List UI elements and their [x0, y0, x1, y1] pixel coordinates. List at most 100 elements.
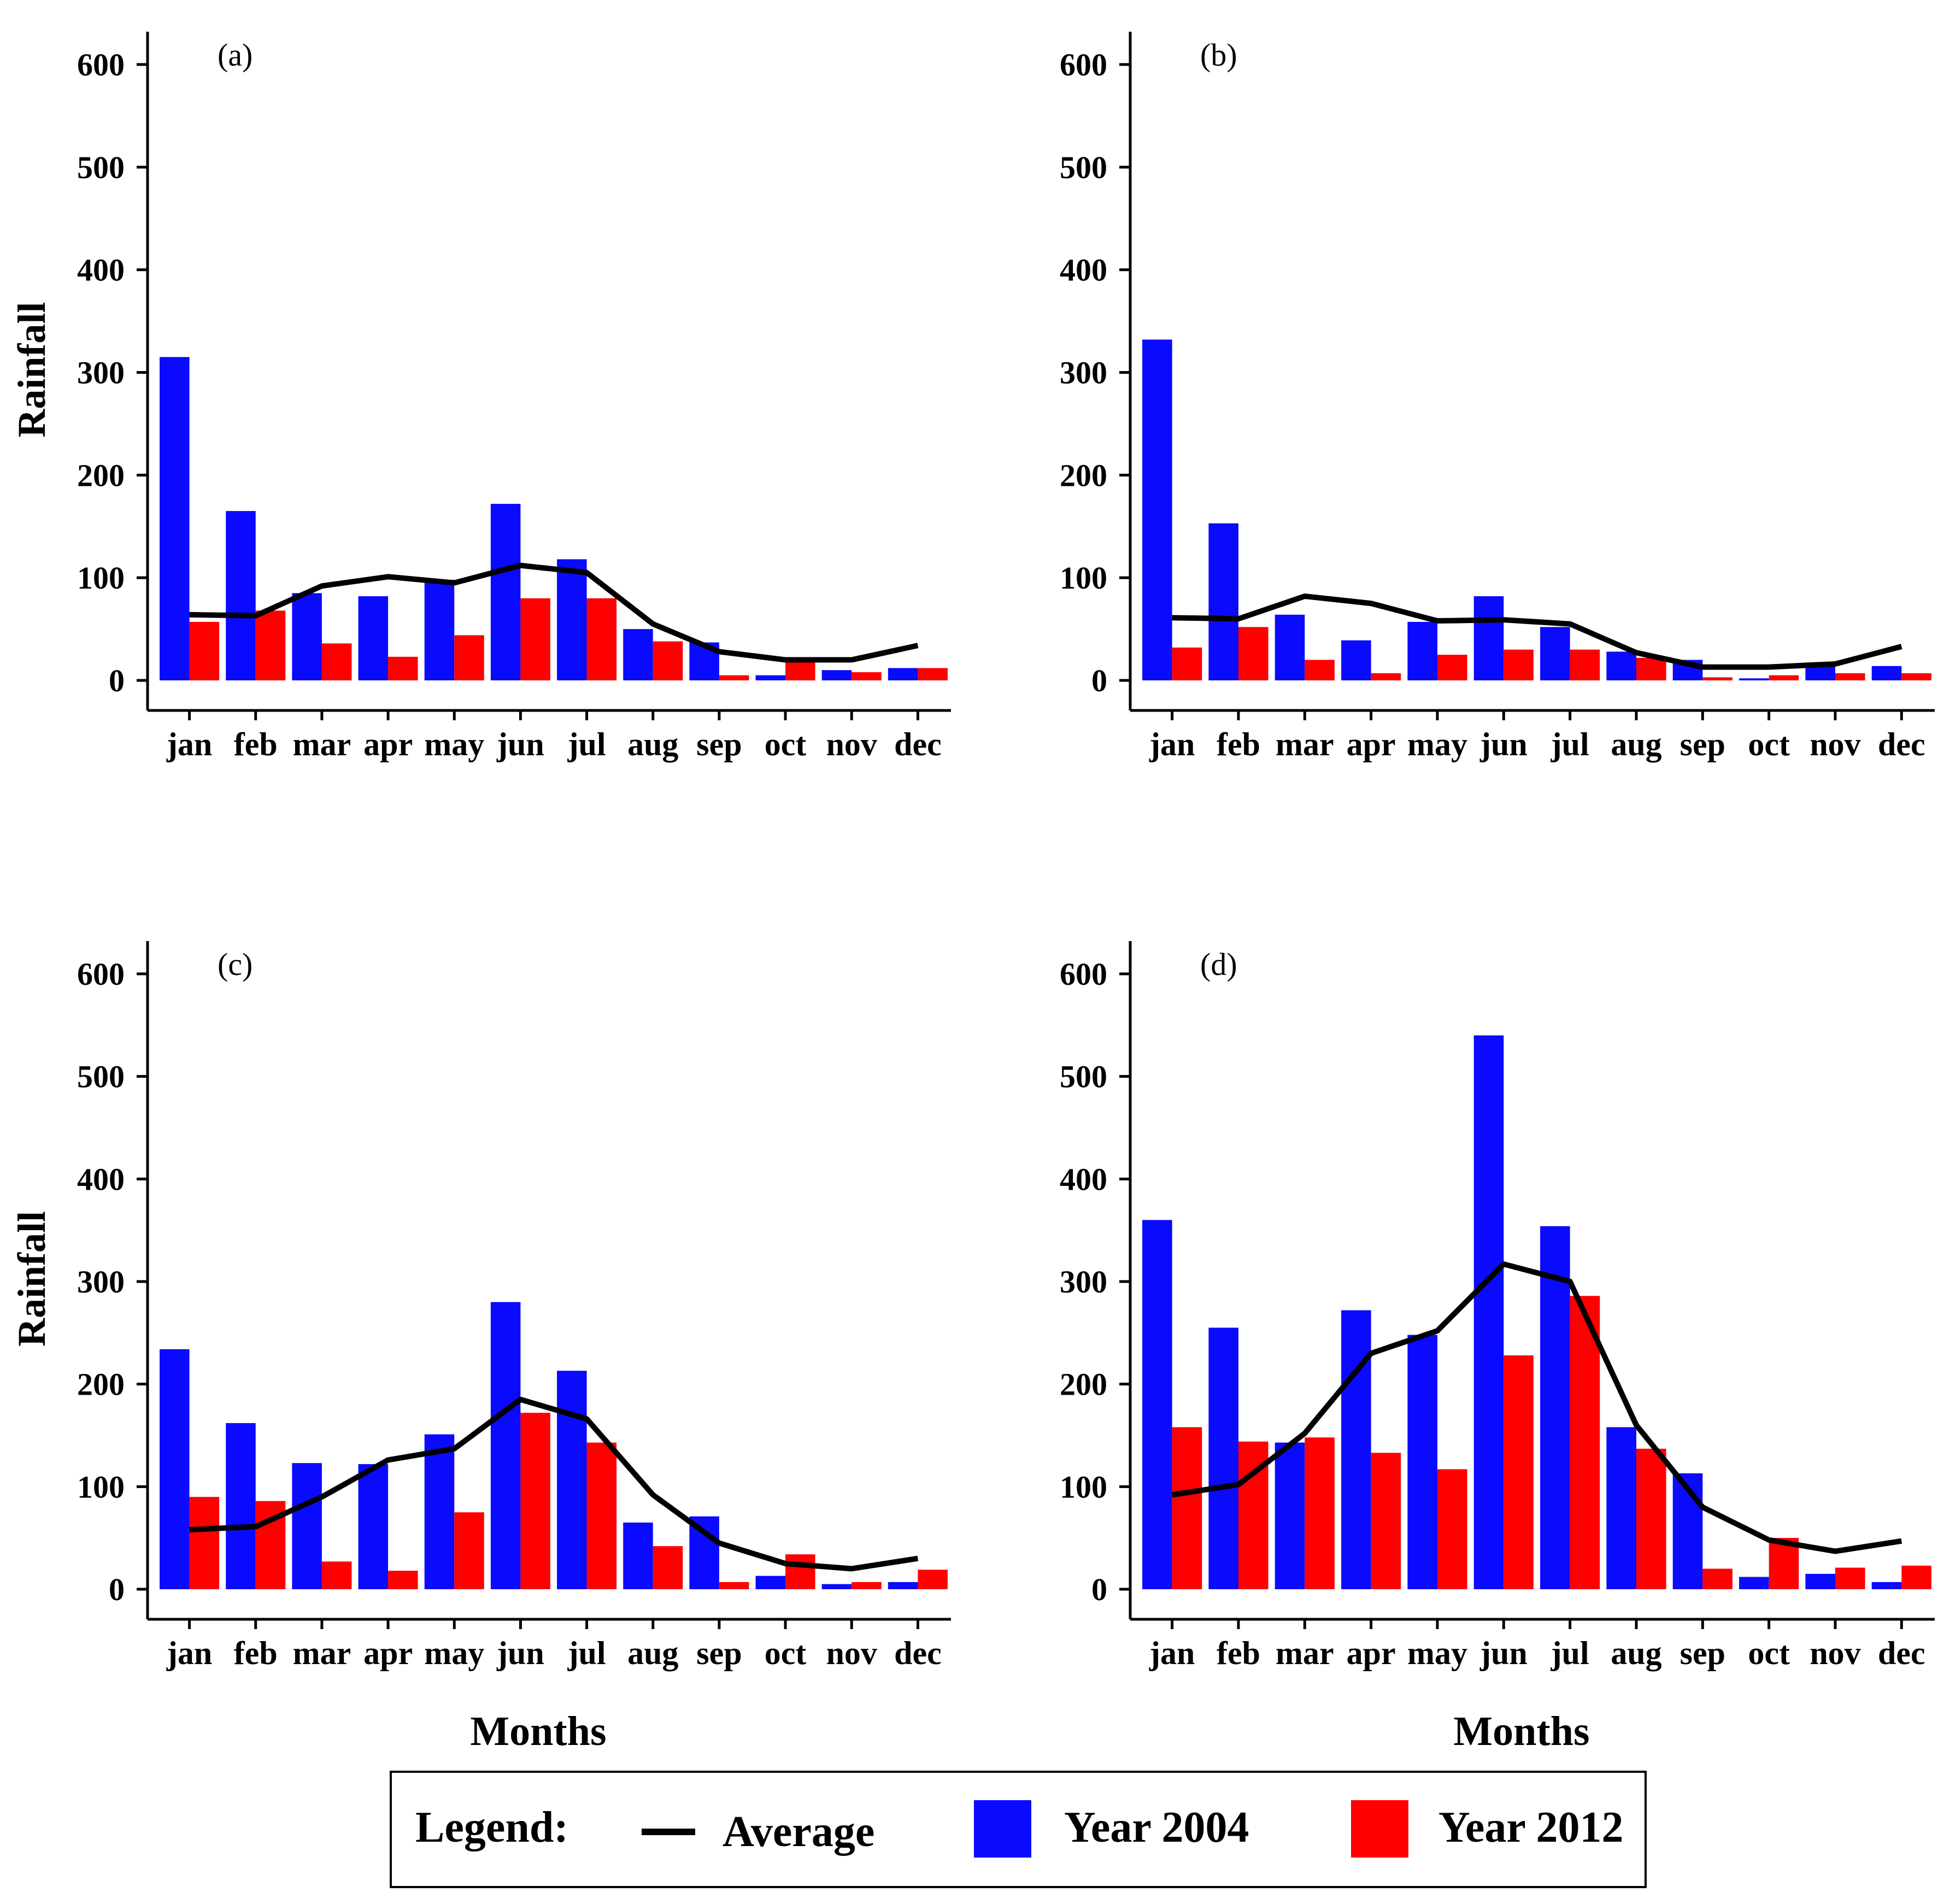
panel-c-x-tick-label: aug — [627, 1635, 678, 1671]
panel-a-bar-2012-may — [454, 635, 484, 680]
panel-a-bar-2012-apr — [388, 656, 418, 680]
panel-b-bar-2004-may — [1407, 621, 1437, 680]
panel-a-average-line — [189, 562, 919, 663]
panel-b-bar-2004-jan — [1142, 339, 1172, 680]
panel-d-bar-2012-jul — [1570, 1296, 1600, 1589]
panel-b-label: (b) — [1200, 37, 1237, 73]
panel-c-bar-2004-sep — [689, 1516, 719, 1589]
panel-c-y-axis-title: Rainfall — [10, 1211, 54, 1347]
panel-a-bar-2012-dec — [918, 668, 948, 680]
panel-c-y-tick-label: 500 — [77, 1059, 125, 1095]
panel-b-y-tick-label: 400 — [1060, 252, 1107, 288]
panel-d-bar-2012-dec — [1901, 1565, 1931, 1589]
panel-d-bar-2012-jun — [1503, 1355, 1534, 1589]
panel-b-bar-2004-dec — [1871, 666, 1902, 680]
panel-b-y-tick-label: 200 — [1060, 457, 1107, 493]
panel-d-bar-2004-jun — [1473, 1035, 1504, 1589]
legend-year2012-swatch — [1351, 1800, 1408, 1858]
panel-a-y-tick-label: 200 — [77, 457, 125, 493]
panel-c-x-tick-label: dec — [894, 1635, 942, 1671]
panel-a-x-tick-label: aug — [627, 726, 678, 762]
panel-d-x-tick-label: mar — [1276, 1635, 1334, 1671]
panel-c-bar-2012-aug — [653, 1546, 683, 1589]
panel-d-bar-2012-aug — [1636, 1448, 1666, 1589]
panel-a-x-tick-label: jan — [166, 726, 212, 762]
panel-a-bar-2012-aug — [653, 641, 683, 680]
panel-a-bar-2004-feb — [226, 511, 256, 680]
panel-c-x-tick-label: sep — [696, 1635, 742, 1671]
panel-b-x-tick-label: mar — [1276, 726, 1334, 762]
panel-a-x-tick-label: feb — [234, 726, 278, 762]
panel-b-y-tick-label: 600 — [1060, 47, 1107, 83]
panel-c-y-tick-label: 0 — [109, 1572, 125, 1607]
panel-d-x-tick-label: apr — [1347, 1635, 1396, 1671]
panel-a-y-tick-label: 500 — [77, 150, 125, 185]
legend-title: Legend: — [415, 1803, 568, 1852]
panel-d-bar-2012-jan — [1172, 1427, 1202, 1589]
panel-a-x-tick-label: mar — [293, 726, 351, 762]
panel-c-label: (c) — [218, 947, 252, 982]
panel-b-bar-2004-oct — [1739, 678, 1769, 680]
panel-b-bar-2004-jul — [1540, 627, 1570, 680]
panel-b-bar-2012-nov — [1835, 673, 1865, 680]
panel-a-x-tick-label: jul — [567, 726, 606, 762]
panel-d-y-tick-label: 300 — [1060, 1264, 1107, 1300]
panel-a-x-tick-label: nov — [826, 726, 877, 762]
panel-a-bar-2012-jul — [586, 598, 617, 680]
panel-d-bar-2004-feb — [1208, 1327, 1238, 1589]
panel-a-bar-2004-may — [424, 579, 455, 680]
panel-d-bar-2012-sep — [1702, 1568, 1732, 1589]
panel-c-bar-2012-mar — [321, 1561, 352, 1589]
panel-c-bar-2012-apr — [388, 1571, 418, 1589]
panel-b-x-tick-label: jan — [1149, 726, 1195, 762]
panel-c-x-tick-label: jul — [567, 1635, 606, 1671]
panel-b-bar-2012-sep — [1702, 677, 1732, 680]
panel-b-bar-2012-aug — [1636, 657, 1666, 680]
panel-d-bar-2012-mar — [1305, 1437, 1335, 1589]
panel-c-x-tick-label: jan — [166, 1635, 212, 1671]
panel-b-bar-2012-mar — [1305, 660, 1335, 680]
panel-d-bar-2012-nov — [1835, 1567, 1865, 1589]
panel-b-x-tick-label: feb — [1217, 726, 1260, 762]
panel-a-y-axis-title: Rainfall — [10, 302, 54, 437]
panel-a-bar-2012-oct — [785, 662, 815, 680]
panel-b-bar-2004-mar — [1275, 614, 1305, 680]
panel-d-y-tick-label: 0 — [1091, 1572, 1107, 1607]
legend-average-label: Average — [723, 1808, 875, 1856]
panel-a-bar-2012-nov — [851, 672, 882, 680]
panel-a-bar-2004-jun — [490, 503, 521, 680]
panel-a-bar-2012-feb — [255, 610, 286, 680]
panel-b-x-tick-label: sep — [1680, 726, 1725, 762]
panel-b-bar-2012-oct — [1769, 675, 1799, 680]
panel-c-bar-2004-oct — [755, 1576, 786, 1589]
panel-a-x-tick-label: sep — [696, 726, 742, 762]
panel-b-bar-2004-feb — [1208, 523, 1238, 680]
panel-d-bar-2004-jul — [1540, 1226, 1570, 1589]
panel-c-bar-2012-jul — [586, 1442, 617, 1589]
panel-c-bar-2012-jun — [520, 1413, 550, 1589]
panel-a-label: (a) — [218, 37, 252, 73]
panel-b-bar-2012-jun — [1503, 649, 1534, 680]
panel-c-x-tick-label: nov — [826, 1635, 877, 1671]
panel-c-bar-2004-jan — [160, 1349, 190, 1589]
panel-a-bar-2004-oct — [755, 675, 786, 680]
panel-a-bar-2004-jul — [557, 559, 587, 680]
panel-c-bar-2004-jul — [557, 1371, 587, 1589]
panel-a-y-tick-label: 300 — [77, 355, 125, 391]
panel-d-y-tick-label: 100 — [1060, 1469, 1107, 1505]
panel-d-y-tick-label: 400 — [1060, 1161, 1107, 1197]
panel-c-bar-2004-nov — [821, 1584, 852, 1589]
panel-d-x-tick-label: jul — [1550, 1635, 1589, 1671]
panel-a-x-tick-label: dec — [894, 726, 942, 762]
legend-average-line — [642, 1829, 695, 1835]
panel-b-y-tick-label: 500 — [1060, 150, 1107, 185]
panel-b-y-tick-label: 0 — [1091, 663, 1107, 698]
panel-c-bar-2004-may — [424, 1434, 455, 1589]
panel-b-y-tick-label: 100 — [1060, 560, 1107, 596]
panel-d-label: (d) — [1200, 947, 1237, 982]
panel-b-x-tick-label: dec — [1878, 726, 1925, 762]
panel-d-x-tick-label: may — [1407, 1635, 1467, 1671]
panel-b-bar-2012-jan — [1172, 647, 1202, 680]
panel-a-bar-2012-mar — [321, 643, 352, 680]
